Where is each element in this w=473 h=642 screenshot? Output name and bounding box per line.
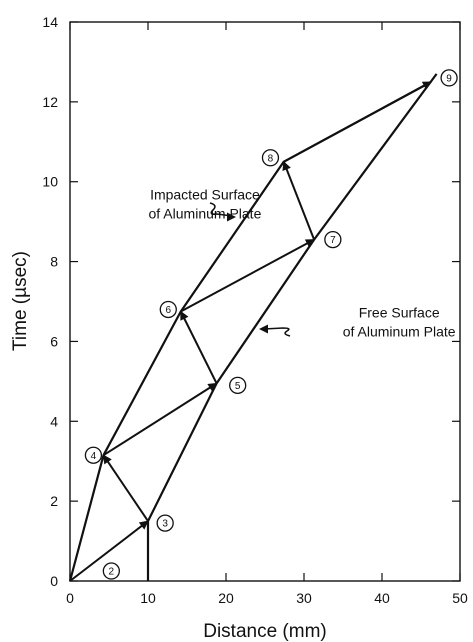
point-number: 4	[91, 451, 97, 462]
point-circle	[84, 446, 103, 464]
point-label-9: 9	[440, 69, 458, 87]
plot-frame	[69, 21, 461, 582]
annotation-line: Free Surface	[359, 304, 440, 320]
y-tick-label: 0	[50, 573, 58, 589]
impacted-surface-annotation: Impacted Surface of Aluminum Plate	[149, 187, 262, 222]
annotation-pointer	[263, 327, 291, 337]
x-tick-label: 0	[66, 590, 74, 606]
annotation-line: of Aluminum Plate	[149, 206, 262, 222]
wave-arrows	[69, 81, 432, 582]
annotation-pointer	[209, 202, 233, 217]
point-number: 8	[268, 153, 274, 164]
wave-arrow	[180, 238, 315, 313]
x-tick-label: 40	[374, 590, 390, 606]
x-tick-label: 50	[452, 590, 468, 606]
point-circle	[156, 514, 174, 532]
point-label-6: 6	[159, 300, 177, 319]
point-label-8: 8	[261, 149, 280, 167]
free-surface-annotation: Free Surface of Aluminum Plate	[259, 304, 456, 339]
annotation-line: Impacted Surface	[150, 187, 260, 203]
point-circle	[229, 376, 247, 395]
point-label-7: 7	[324, 230, 342, 249]
point-label-5: 5	[229, 376, 247, 395]
wave-arrow	[179, 310, 218, 384]
y-tick-label: 8	[50, 254, 58, 270]
y-tick-label: 14	[42, 14, 58, 30]
point-circle	[159, 300, 177, 319]
x-tick-label: 10	[140, 590, 156, 606]
point-number: 3	[162, 519, 168, 530]
y-tick-label: 12	[42, 94, 58, 110]
point-number: 9	[446, 74, 452, 85]
x-tick-label: 20	[218, 590, 234, 606]
point-circle	[261, 149, 280, 167]
y-axis-title: Time (µsec)	[10, 251, 31, 351]
wave-arrow	[282, 160, 316, 240]
y-tick-label: 4	[50, 413, 58, 429]
axis-ticks: 0 10 20 30 40 50 0 2 4 6 8 10 12 14	[42, 14, 468, 606]
point-circle	[440, 69, 458, 87]
wave-arrow	[102, 454, 149, 522]
point-label-4: 4	[84, 446, 103, 464]
point-number: 7	[330, 235, 336, 246]
wave-arrow	[102, 382, 218, 457]
annotation-arrowhead	[227, 212, 236, 222]
point-number: 6	[165, 305, 171, 316]
y-tick-label: 2	[50, 493, 58, 509]
annotation-arrowhead	[259, 324, 268, 334]
wave-arrow	[69, 520, 149, 582]
point-circle	[324, 230, 342, 249]
x-tick-label: 30	[296, 590, 312, 606]
point-labels: 2 3 4 5 6 7 8 9	[84, 69, 458, 580]
point-number: 2	[109, 567, 115, 578]
y-tick-label: 10	[42, 174, 58, 190]
annotation-line: of Aluminum Plate	[343, 323, 456, 339]
y-tick-label: 6	[50, 333, 58, 349]
point-label-2: 2	[102, 562, 120, 580]
point-label-3: 3	[156, 514, 174, 532]
x-axis-title: Distance (mm)	[203, 621, 327, 642]
point-circle	[102, 562, 120, 580]
point-number: 5	[235, 381, 241, 392]
wave-arrow	[283, 81, 432, 163]
